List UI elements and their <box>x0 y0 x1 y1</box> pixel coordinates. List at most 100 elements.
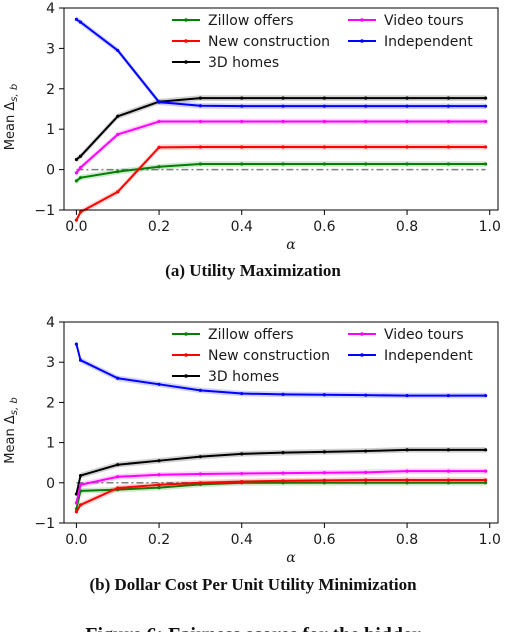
series-line-3d-homes <box>75 448 486 495</box>
legend-label-video-tours: Video tours <box>384 13 464 29</box>
panel-caption: (b) Dollar Cost Per Unit Utility Minimiz… <box>89 575 417 594</box>
legend-marker <box>360 353 364 357</box>
y-tick-label: 4 <box>46 315 55 331</box>
figure-caption: Figure 6: Fairness scores for the bidder <box>85 624 421 632</box>
panel-caption: (a) Utility Maximization <box>165 261 341 280</box>
y-tick-label: 2 <box>46 82 55 98</box>
data-point <box>240 145 244 149</box>
data-point <box>405 119 409 124</box>
data-point <box>405 96 409 100</box>
data-point <box>116 376 120 380</box>
y-axis-label: Mean Δs, b <box>3 84 20 150</box>
data-point <box>405 469 409 473</box>
data-point <box>116 486 120 490</box>
data-point <box>198 455 202 459</box>
data-point <box>446 469 450 473</box>
data-point <box>446 478 450 482</box>
x-axis-label: α <box>286 237 296 253</box>
data-point <box>198 104 202 108</box>
data-point <box>198 388 202 392</box>
x-tick-label: 0.4 <box>231 219 253 235</box>
data-point <box>484 448 488 452</box>
x-tick-label: 0.2 <box>148 219 170 235</box>
data-point <box>281 479 285 483</box>
plot-frame <box>63 7 499 211</box>
data-point <box>322 145 326 149</box>
legend-label-3d-homes: 3D homes <box>208 369 279 385</box>
legend-marker <box>360 18 364 22</box>
y-tick-label: 3 <box>46 41 55 57</box>
data-point <box>405 393 409 398</box>
data-point <box>157 382 161 386</box>
data-point <box>484 145 488 149</box>
data-point <box>322 478 326 482</box>
data-point <box>74 179 78 183</box>
data-point <box>157 486 161 490</box>
data-point <box>78 165 83 170</box>
data-point <box>364 96 368 100</box>
x-tick-label: 0.6 <box>313 532 335 548</box>
x-tick-label: 1.0 <box>479 219 501 235</box>
data-point <box>157 165 161 169</box>
data-point <box>484 481 488 485</box>
y-axis-label-subscript: s, b <box>9 84 20 102</box>
series-line-new-construction <box>75 145 486 221</box>
data-point <box>240 452 244 456</box>
data-point <box>240 119 244 124</box>
data-point <box>116 190 120 194</box>
data-point <box>446 145 450 149</box>
y-tick-label: 0 <box>46 163 55 179</box>
series-band-new-construction <box>76 144 486 223</box>
data-point <box>405 448 409 452</box>
data-point <box>116 114 120 118</box>
legend-marker <box>184 60 188 64</box>
data-point <box>78 176 83 180</box>
data-point <box>484 96 488 100</box>
data-point <box>405 104 409 108</box>
data-point <box>484 119 488 124</box>
data-point <box>74 157 78 162</box>
x-tick-label: 0.8 <box>396 219 418 235</box>
data-point <box>484 478 488 482</box>
data-point <box>157 473 161 477</box>
data-point <box>240 104 244 108</box>
legend-label-zillow-offers: Zillow offers <box>208 327 294 343</box>
data-point <box>364 145 368 149</box>
series-band-new-construction <box>76 477 486 515</box>
data-point <box>322 96 326 100</box>
data-point <box>484 162 488 166</box>
data-point <box>364 104 368 108</box>
x-tick-label: 0.0 <box>65 219 87 235</box>
data-point <box>78 20 83 24</box>
data-point <box>78 473 83 478</box>
data-point <box>322 162 326 166</box>
data-point <box>240 96 244 100</box>
data-point <box>364 162 368 166</box>
series-line-independent <box>75 18 486 108</box>
data-point <box>484 469 488 473</box>
data-point <box>281 392 285 396</box>
data-point <box>116 48 120 53</box>
data-point <box>74 501 78 505</box>
legend-label-independent: Independent <box>384 348 473 364</box>
data-point <box>364 481 368 485</box>
data-point <box>78 503 83 507</box>
y-axis-label: Mean Δs, b <box>3 397 20 463</box>
series-line-video-tours <box>75 470 486 504</box>
data-point <box>364 119 368 124</box>
data-point <box>446 96 450 100</box>
data-point <box>116 170 120 174</box>
data-point <box>74 218 78 222</box>
legend-marker <box>184 18 188 22</box>
legend-label-new-construction: New construction <box>208 348 330 364</box>
series-line-independent <box>75 343 486 397</box>
data-point <box>116 132 120 137</box>
legend-label-3d-homes: 3D homes <box>208 55 279 71</box>
legend-label-zillow-offers: Zillow offers <box>208 13 294 29</box>
data-point <box>281 162 285 166</box>
y-axis-label-main: Mean Δ <box>3 415 18 464</box>
y-axis-label-subscript: s, b <box>9 397 20 415</box>
y-tick-label: −1 <box>34 203 55 219</box>
legend-marker <box>360 332 364 336</box>
